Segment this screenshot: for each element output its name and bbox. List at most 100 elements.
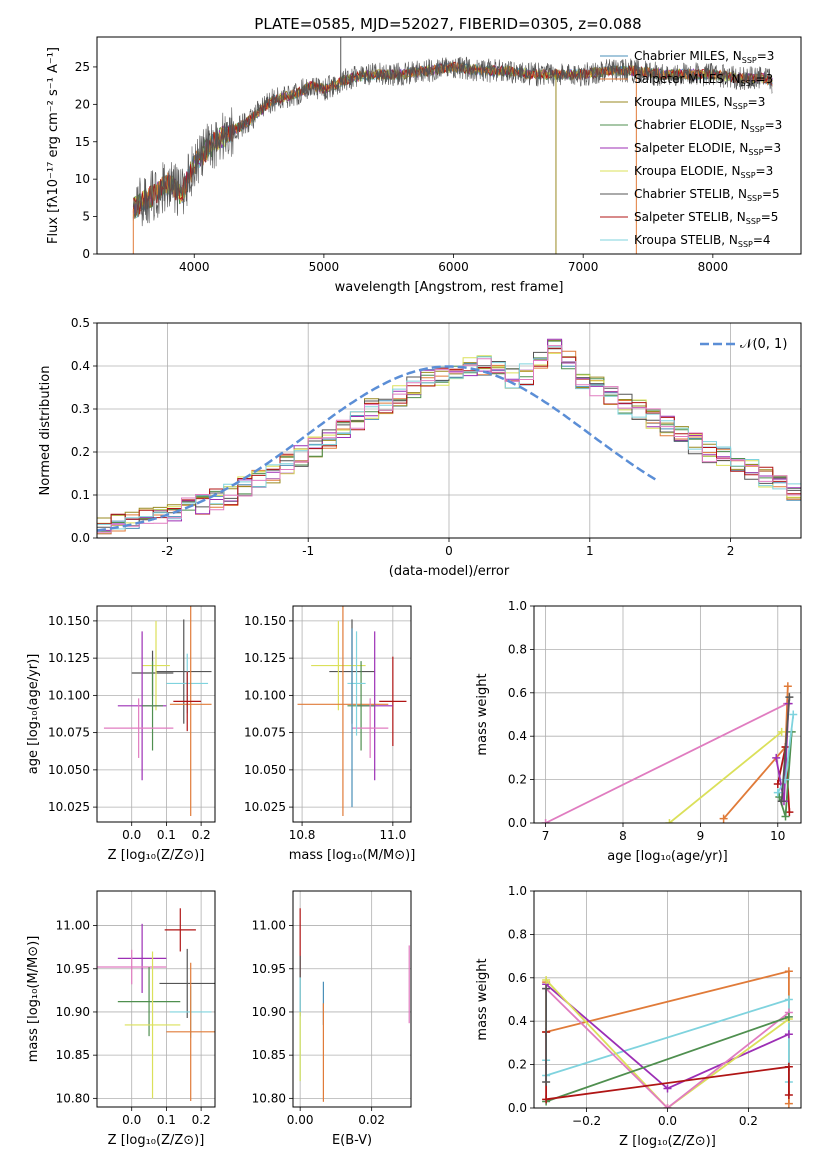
legend-entry-sub: SSP — [741, 171, 756, 180]
weight-vs-Z-marker — [663, 1084, 672, 1093]
age-vs-mass-xtick-label: 11.0 — [379, 828, 406, 842]
spectrum-ylabel: Flux [fλ10⁻¹⁷ erg cm⁻² s⁻¹ A⁻¹] — [46, 47, 61, 244]
weight-vs-Z-series-5 — [545, 1016, 790, 1103]
age-vs-Z-plot-area — [103, 606, 212, 817]
age-vs-Z-point-7 — [142, 661, 163, 751]
residuals-plot-area — [97, 338, 801, 535]
legend-entry-name: Salpeter ELODIE, N — [634, 141, 748, 155]
spectrum-series-7 — [132, 61, 773, 215]
weight-vs-Z-ytick-label: 0.8 — [508, 927, 527, 941]
weight-vs-age-marker — [785, 693, 794, 702]
legend-entry-tail: =3 — [763, 141, 781, 155]
legend-entry-0: Chabrier MILES, NSSP=3 — [634, 49, 774, 65]
residuals-xtick-label: -2 — [161, 544, 173, 558]
age-vs-Z-ytick-label: 10.125 — [48, 651, 90, 665]
weight-vs-Z-marker — [784, 1062, 793, 1071]
weight-vs-age-series-1 — [668, 731, 783, 823]
residuals-ytick-label: 0.5 — [71, 316, 90, 330]
mass-vs-Z-xtick-label: 0.0 — [122, 1113, 141, 1127]
weight-vs-age-ylabel: mass weight — [475, 673, 490, 755]
legend-entry-1: Salpeter MILES, NSSP=3 — [634, 72, 773, 88]
age-vs-Z-point-5 — [173, 671, 202, 732]
age-vs-Z-point-0 — [156, 619, 212, 724]
mass-vs-Z-point-0 — [164, 908, 196, 952]
weight-vs-age-ytick-label: 0.6 — [508, 686, 527, 700]
mass-vs-Z-point-7 — [166, 962, 215, 1101]
spectrum-xtick-label: 6000 — [438, 260, 469, 274]
spectrum-ytick-label: 0 — [82, 247, 90, 261]
age-vs-Z-xtick-label: 0.0 — [122, 828, 141, 842]
mass-vs-EBV-ytick-label: 10.90 — [252, 1005, 286, 1019]
mass-vs-Z-xlabel: Z [log₁₀(Z/Z⊙)] — [108, 1133, 205, 1148]
legend-entry-sub: SSP — [733, 102, 748, 111]
spectrum-xtick-label: 7000 — [568, 260, 599, 274]
age-vs-Z-ytick-label: 10.150 — [48, 614, 90, 628]
spectrum-ytick-label: 10 — [75, 172, 90, 186]
legend-entry-8: Kroupa STELIB, NSSP=4 — [634, 233, 771, 249]
mass-vs-Z-point-6 — [124, 951, 181, 1099]
weight-vs-Z-ytick-label: 0.0 — [508, 1101, 527, 1115]
legend-entry-tail: =3 — [756, 72, 774, 86]
weight-vs-Z-ytick-label: 1.0 — [508, 884, 527, 898]
weight-vs-age-series-0 — [545, 702, 788, 823]
mass-vs-Z-ytick-label: 10.90 — [56, 1005, 90, 1019]
legend-entry-name: Kroupa STELIB, N — [634, 233, 738, 247]
age-vs-Z-xtick-label: 0.1 — [157, 828, 176, 842]
legend-entry-tail: =3 — [756, 164, 774, 178]
age-vs-Z-axes: 0.0 0.1 0.2 10.025 10.050 10.075 10.100 10.125 1… — [26, 605, 216, 863]
legend-entry-tail: =3 — [765, 118, 783, 132]
mass-vs-Z-ytick-label: 10.85 — [56, 1048, 90, 1062]
weight-vs-age-plot-area — [541, 682, 798, 823]
residuals-ytick-label: 0.4 — [71, 359, 90, 373]
weight-vs-age-xtick-label: 9 — [697, 829, 705, 843]
weight-vs-Z-series-3 — [545, 979, 790, 1108]
residuals-axes: -2 -1 0 1 2 0.0 0.1 0.2 0.3 0.4 0.5 (data-model)/er… — [38, 316, 802, 579]
weight-vs-Z-marker — [663, 1104, 672, 1108]
weight-vs-age-marker — [783, 682, 792, 691]
mass-vs-EBV-xtick-label: 0.02 — [358, 1113, 385, 1127]
histogram-series-7 — [97, 347, 801, 525]
weight-vs-Z-marker — [784, 1099, 793, 1108]
weight-vs-Z-marker — [542, 1095, 551, 1104]
legend-entry-5: Kroupa ELODIE, NSSP=3 — [634, 164, 773, 180]
age-vs-mass-xlabel: mass [log₁₀(M/M⊙)] — [289, 848, 416, 863]
weight-vs-Z-axes: −0.2 0.0 0.2 0.0 0.2 0.4 0.6 0.8 1.0 Z [log₁₀(Z/Z… — [475, 884, 802, 1149]
mass-vs-Z-xtick-label: 0.1 — [157, 1113, 176, 1127]
legend-entry-2: Kroupa MILES, NSSP=3 — [634, 95, 765, 111]
normal-legend-label: 𝒩(0, 1) — [740, 337, 787, 352]
mass-vs-EBV-xlabel: E(B-V) — [332, 1133, 372, 1148]
age-vs-Z-xlabel: Z [log₁₀(Z/Z⊙)] — [108, 848, 205, 863]
legend-entry-sub: SSP — [748, 148, 763, 157]
normal-curve — [97, 365, 659, 532]
mass-vs-EBV-plot-area — [299, 908, 410, 1102]
residuals-ytick-label: 0.0 — [71, 531, 90, 545]
figure-title: PLATE=0585, MJD=52027, FIBERID=0305, z=0… — [254, 15, 641, 33]
weight-vs-Z-marker — [784, 967, 793, 976]
weight-vs-Z-marker — [542, 1077, 551, 1086]
legend-entry-name: Chabrier MILES, N — [634, 49, 742, 63]
weight-vs-age-marker — [773, 788, 782, 797]
weight-vs-age-marker — [777, 797, 786, 806]
spectrum-frame — [96, 36, 802, 255]
age-vs-mass-ytick-label: 10.025 — [244, 800, 286, 814]
weight-vs-Z-xtick-label: 0.0 — [658, 1114, 677, 1128]
weight-vs-Z-xtick-label: 0.2 — [739, 1114, 758, 1128]
mass-vs-Z-ytick-label: 11.00 — [56, 919, 90, 933]
age-vs-Z-ylabel: age [log₁₀(age/yr)] — [26, 654, 41, 775]
weight-vs-age-series-7 — [780, 697, 791, 802]
legend-entry-4: Salpeter ELODIE, NSSP=3 — [634, 141, 781, 157]
mass-vs-Z-axes: 0.0 0.1 0.2 10.80 10.85 10.90 10.95 11.00 Z [log… — [26, 890, 216, 1148]
weight-vs-age-marker — [785, 808, 794, 817]
age-vs-mass-ytick-label: 10.075 — [244, 726, 286, 740]
weight-vs-age-ytick-label: 0.4 — [508, 729, 527, 743]
mass-vs-EBV-frame — [292, 890, 412, 1108]
weight-vs-age-marker — [719, 814, 728, 823]
mass-vs-EBV-axes: 0.00 0.02 10.80 10.85 10.90 10.95 11.00 E(B-V) — [252, 890, 412, 1148]
weight-vs-age-marker — [541, 819, 550, 823]
age-vs-Z-ytick-label: 10.075 — [48, 726, 90, 740]
legend-entry-sub: SSP — [738, 240, 753, 249]
age-vs-Z-ytick-label: 10.100 — [48, 688, 90, 702]
age-vs-Z-ytick-label: 10.025 — [48, 800, 90, 814]
legend-entry-tail: =5 — [762, 187, 780, 201]
